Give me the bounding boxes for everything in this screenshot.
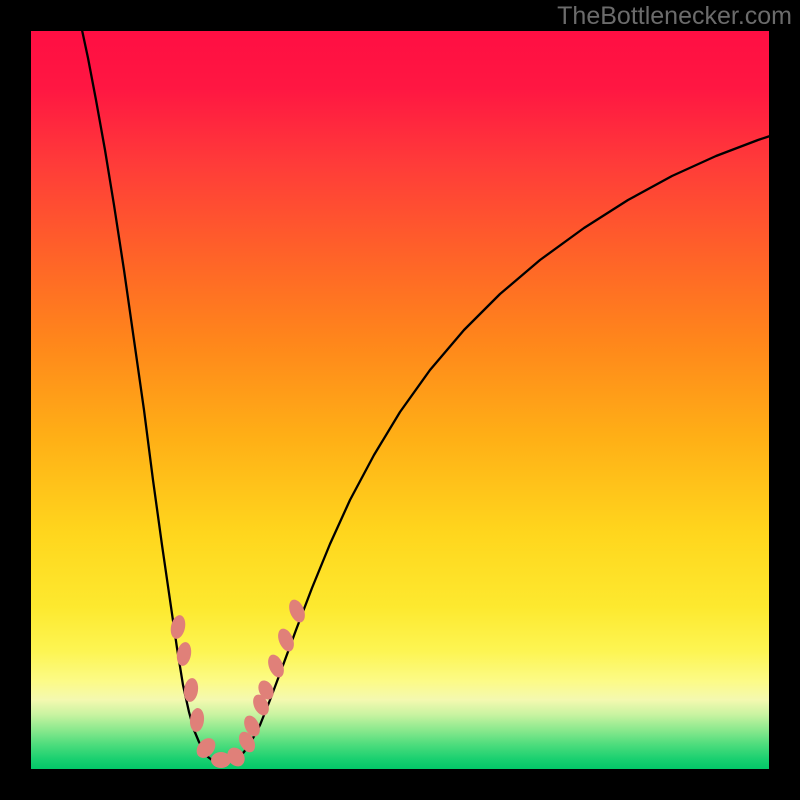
chart-stage: TheBottlenecker.com	[0, 0, 800, 800]
plot-background	[30, 30, 770, 770]
bottleneck-chart-svg	[0, 0, 800, 800]
watermark-text: TheBottlenecker.com	[557, 2, 792, 31]
